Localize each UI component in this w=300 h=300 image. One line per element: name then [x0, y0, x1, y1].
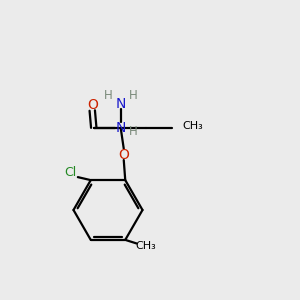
Text: N: N [116, 97, 126, 111]
Text: Cl: Cl [64, 166, 77, 179]
Text: H: H [104, 89, 112, 102]
Text: O: O [87, 98, 98, 112]
Text: H: H [129, 89, 138, 102]
Text: H: H [129, 125, 138, 138]
Text: O: O [118, 148, 129, 162]
Text: N: N [116, 121, 126, 135]
Text: CH₃: CH₃ [182, 121, 203, 131]
Text: CH₃: CH₃ [135, 241, 156, 251]
